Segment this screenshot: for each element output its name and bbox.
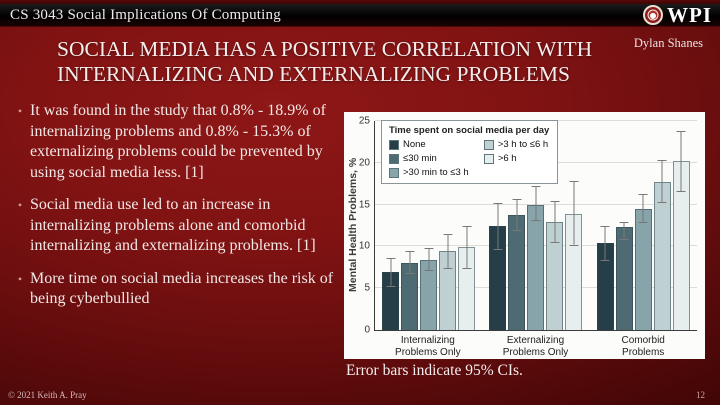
- legend-swatch-icon: [389, 139, 399, 150]
- bar-None: [596, 121, 614, 330]
- bullet-text: More time on social media increases the …: [30, 269, 334, 308]
- legend-label: >6 h: [497, 153, 517, 164]
- bullet-icon: •: [17, 271, 23, 286]
- bar->6 h: [565, 121, 583, 330]
- legend-swatch-icon: [389, 153, 399, 164]
- error-bar: [600, 225, 610, 261]
- error-bar: [638, 193, 648, 223]
- error-bar: [550, 201, 560, 244]
- bullet-icon: •: [17, 104, 23, 118]
- header-bar: CS 3043 Social Implications Of Computing: [0, 4, 720, 27]
- author-name: Dylan Shanes: [633, 36, 703, 50]
- bar->6 h: [458, 121, 476, 330]
- bar->30 min to ≤3 h: [420, 121, 438, 330]
- error-bar: [386, 258, 396, 287]
- legend-item: ≤30 min: [389, 153, 470, 164]
- chart-y-axis-label: Mental Health Problems, %: [347, 157, 359, 292]
- x-group-label: Internalizing Problems Only: [395, 335, 461, 358]
- legend-label: >30 min to ≤3 h: [403, 167, 469, 178]
- chart-legend-title: Time spent on social media per day: [389, 125, 550, 136]
- copyright: © 2021 Keith A. Pray: [8, 390, 87, 400]
- course-title: CS 3043 Social Implications Of Computing: [10, 6, 281, 23]
- bar: [527, 204, 545, 330]
- wpi-seal-icon: [643, 5, 663, 25]
- legend-label: >3 h to ≤6 h: [497, 139, 549, 150]
- bar: [653, 182, 671, 330]
- x-group-label: Externalizing Problems Only: [502, 335, 569, 358]
- bar-groups: [375, 121, 697, 330]
- bar->30 min to ≤3 h: [634, 121, 652, 330]
- legend-item: >30 min to ≤3 h: [389, 167, 470, 178]
- page-number: 12: [696, 390, 705, 400]
- top-stripe: [0, 0, 720, 4]
- y-tick-label: 0: [364, 324, 370, 336]
- error-bar: [657, 160, 667, 203]
- bar-None: [382, 121, 400, 330]
- legend-items: None ≤30 min >30 min to ≤3 h >3 h to ≤6 h >6…: [389, 139, 549, 178]
- error-bar: [405, 251, 415, 274]
- chart: Mental Health Problems, % 0 5 10 15 20 25 Int…: [344, 112, 705, 359]
- wpi-logo-text: WPI: [667, 2, 712, 27]
- legend-item: >6 h: [483, 153, 550, 164]
- bar->3 h to ≤6 h: [653, 121, 671, 330]
- bar->30 min to ≤3 h: [527, 121, 545, 330]
- x-group-label: Comorbid Problems: [621, 335, 665, 358]
- bar->3 h to ≤6 h: [546, 121, 564, 330]
- error-bar: [531, 186, 541, 222]
- wpi-logo: WPI: [643, 3, 712, 27]
- bullet-item: • It was found in the study that 0.8% - …: [10, 101, 342, 183]
- chart-x-axis-labels: Internalizing Problems Only Externalizing…: [374, 335, 697, 358]
- error-bar: [462, 226, 472, 269]
- y-tick-label: 20: [358, 157, 370, 169]
- slide-title: SOCIAL MEDIA HAS A POSITIVE CORRELATION …: [57, 37, 593, 87]
- bullet-list: • It was found in the study that 0.8% - …: [10, 101, 342, 322]
- bar: [508, 215, 526, 330]
- y-tick-label: 25: [358, 115, 370, 127]
- bar-≤30 min: [508, 121, 526, 330]
- legend-swatch-icon: [483, 153, 494, 164]
- y-tick-label: 15: [358, 199, 370, 211]
- bar-≤30 min: [401, 121, 419, 330]
- bar: [634, 208, 652, 330]
- bullet-item: • Social media use led to an increase in…: [10, 195, 342, 257]
- bar->6 h: [672, 121, 690, 330]
- legend-item: >3 h to ≤6 h: [483, 139, 550, 150]
- bullet-icon: •: [17, 198, 23, 212]
- bar-group: [482, 121, 589, 330]
- bar: [615, 227, 633, 330]
- chart-caption: Error bars indicate 95% CIs.: [346, 362, 523, 379]
- y-tick-label: 10: [358, 240, 370, 252]
- bar-group: [590, 121, 697, 330]
- bullet-item: • More time on social media increases th…: [10, 269, 342, 310]
- bullet-text: It was found in the study that 0.8% - 18…: [30, 102, 326, 181]
- legend-item: None: [389, 139, 470, 150]
- bullet-text: Social media use led to an increase in i…: [30, 196, 316, 254]
- error-bar: [493, 202, 503, 250]
- error-bar: [676, 131, 686, 193]
- bar-≤30 min: [615, 121, 633, 330]
- legend-label: ≤30 min: [403, 153, 437, 164]
- legend-swatch-icon: [483, 139, 494, 150]
- bar-None: [489, 121, 507, 330]
- bar-group: [375, 121, 482, 330]
- error-bar: [424, 248, 434, 272]
- error-bar: [512, 198, 522, 232]
- y-tick-label: 5: [364, 282, 370, 294]
- error-bar: [569, 181, 579, 246]
- error-bar: [443, 233, 453, 269]
- bar->3 h to ≤6 h: [439, 121, 457, 330]
- error-bar: [619, 222, 629, 240]
- legend-swatch-icon: [389, 167, 399, 178]
- legend-label: None: [403, 139, 426, 150]
- chart-legend: Time spent on social media per day None ≤…: [381, 120, 559, 184]
